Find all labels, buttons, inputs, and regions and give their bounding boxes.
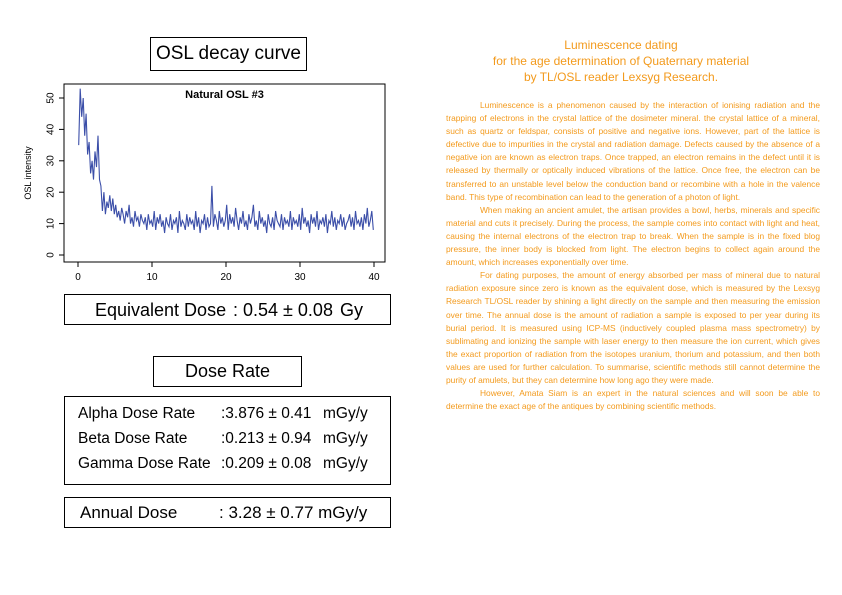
x-tick-label: 0 [75,272,81,283]
osl-series-line [78,88,374,234]
osl-decay-chart: Natural OSL #3 OSL intensity 0 10 20 30 40 50 0 1… [23,83,386,283]
dose-rate-title: Dose Rate [184,361,271,381]
paragraph: However, Amata Siam is an expert in the … [446,388,820,412]
annual-dose-value: : 3.28 ± 0.77 mGy/y [219,503,368,522]
gamma-dose-rate-label: Gamma Dose Rate [78,455,211,472]
heading-line-2: for the age determination of Quaternary … [492,54,750,68]
x-tick-label: 30 [294,272,306,283]
chart-title: Natural OSL #3 [185,89,264,101]
y-tick-label: 20 [46,186,57,198]
heading-line-1: Luminescence dating [564,38,678,52]
y-axis-label: OSL intensity [23,146,33,200]
beta-dose-rate-label: Beta Dose Rate [78,430,188,447]
beta-dose-rate-value: :0.213 ± 0.94 [221,430,312,447]
equivalent-dose-value: : 0.54 ± 0.08 [233,300,333,320]
gamma-dose-rate-value: :0.209 ± 0.08 [221,455,312,472]
plot-frame [63,83,386,263]
paragraph: When making an ancient amulet, the artis… [446,204,820,268]
article-body: Luminescence is a phenomenon caused by t… [446,99,820,413]
chart-title-box-label: OSL decay curve [155,43,302,64]
x-tick-label: 40 [368,272,380,283]
y-tick-label: 10 [46,218,57,230]
equivalent-dose-box: Equivalent Dose : 0.54 ± 0.08 Gy [64,294,391,325]
beta-dose-rate-unit: mGy/y [323,430,368,447]
y-tick-label: 0 [46,252,57,258]
y-tick-label: 30 [46,155,57,167]
annual-dose-box: Annual Dose : 3.28 ± 0.77 mGy/y [64,497,391,528]
y-tick-label: 50 [46,92,57,104]
heading-line-3: by TL/OSL reader Lexsyg Research. [523,70,719,84]
paragraph: For dating purposes, the amount of energ… [446,270,820,385]
equivalent-dose-unit: Gy [340,300,364,320]
equivalent-dose-label: Equivalent Dose [95,300,227,320]
chart-title-box: OSL decay curve [150,37,307,71]
dose-rates-box: Alpha Dose Rate :3.876 ± 0.41 mGy/y Beta… [64,396,391,485]
y-tick-label: 40 [46,123,57,135]
gamma-dose-rate-unit: mGy/y [323,455,368,472]
annual-dose-label: Annual Dose [80,503,178,522]
alpha-dose-rate-label: Alpha Dose Rate [78,405,196,422]
article-heading: Luminescence dating for the age determin… [468,37,774,85]
alpha-dose-rate-value: :3.876 ± 0.41 [221,405,312,422]
x-tick-label: 10 [146,272,158,283]
paragraph: Luminescence is a phenomenon caused by t… [446,100,820,202]
alpha-dose-rate-unit: mGy/y [323,405,368,422]
x-tick-label: 20 [220,272,232,283]
dose-rate-title-box: Dose Rate [153,356,302,387]
